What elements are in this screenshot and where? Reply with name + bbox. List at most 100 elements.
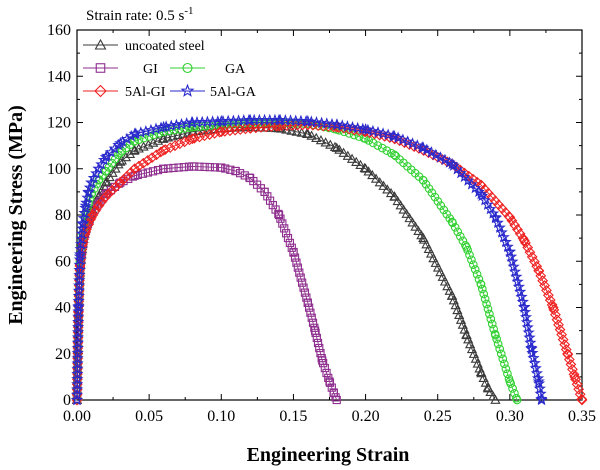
data-point — [144, 123, 158, 136]
legend-marker — [180, 83, 195, 97]
data-point — [71, 331, 85, 343]
data-point — [453, 227, 463, 237]
data-point — [209, 127, 221, 139]
data-point — [378, 180, 389, 190]
data-point — [315, 343, 324, 353]
data-point — [382, 146, 392, 155]
data-point — [151, 149, 162, 161]
data-point — [504, 211, 516, 223]
data-point — [129, 144, 140, 155]
y-tick-label: 60 — [55, 253, 71, 270]
data-point — [461, 241, 470, 250]
x-tick-label: 0.05 — [135, 408, 163, 425]
data-point — [137, 157, 149, 169]
data-point — [263, 192, 272, 201]
data-point — [174, 163, 183, 172]
data-point — [129, 163, 141, 175]
data-point — [146, 152, 158, 164]
data-point — [325, 377, 334, 386]
data-point — [92, 162, 105, 174]
data-point — [101, 190, 110, 199]
data-point — [516, 295, 529, 308]
data-point — [477, 284, 487, 294]
data-point — [406, 137, 419, 149]
data-point — [246, 173, 255, 183]
data-point — [554, 324, 566, 336]
data-point — [72, 310, 85, 323]
data-point — [265, 121, 277, 132]
data-point — [474, 274, 484, 284]
data-point — [490, 394, 501, 404]
data-point — [424, 184, 434, 193]
data-point — [461, 329, 472, 340]
data-point — [410, 221, 421, 231]
data-point — [421, 239, 432, 249]
data-point — [568, 368, 580, 380]
data-point — [562, 348, 573, 360]
data-point — [524, 246, 536, 258]
data-point — [331, 142, 342, 152]
legend-marker — [94, 84, 107, 98]
data-point — [500, 359, 509, 369]
x-tick-label: 0.15 — [279, 408, 307, 425]
data-point — [100, 191, 112, 202]
data-point — [87, 209, 99, 221]
data-point — [217, 163, 226, 172]
data-point — [139, 124, 152, 137]
data-point — [175, 117, 188, 130]
data-point — [557, 334, 569, 346]
data-point — [432, 262, 444, 272]
data-point — [71, 346, 84, 359]
y-tick-label: 0 — [63, 392, 71, 409]
legend-label: uncoated steel — [125, 39, 205, 54]
data-point — [271, 120, 282, 132]
y-tick-label: 40 — [55, 300, 71, 317]
data-point — [368, 138, 378, 148]
series-layer — [70, 113, 588, 406]
data-point — [186, 116, 199, 128]
data-point — [342, 150, 353, 160]
data-point — [268, 201, 277, 210]
data-point — [366, 124, 380, 137]
data-point — [71, 336, 84, 348]
data-point — [439, 276, 451, 286]
series-1 — [71, 121, 501, 404]
data-point — [72, 305, 85, 317]
data-point — [303, 298, 312, 307]
data-point — [526, 251, 538, 263]
data-point — [71, 372, 84, 385]
legend-label: 5Al-GA — [210, 85, 257, 100]
data-point — [215, 126, 227, 138]
y-tick-label: 80 — [55, 207, 71, 224]
data-point — [503, 369, 512, 379]
data-point — [300, 288, 310, 297]
data-point — [114, 177, 126, 189]
y-tick-label: 100 — [47, 161, 71, 178]
data-point — [522, 242, 534, 253]
data-point — [297, 278, 307, 287]
data-point — [189, 132, 200, 144]
data-point — [493, 339, 503, 349]
data-point — [299, 283, 308, 292]
y-tick-label: 160 — [47, 22, 71, 39]
data-point — [128, 172, 138, 181]
data-point — [363, 166, 374, 176]
data-point — [351, 121, 364, 134]
data-point — [468, 260, 478, 269]
data-point — [240, 123, 251, 135]
data-point — [518, 301, 531, 313]
data-point — [506, 255, 519, 267]
data-point — [235, 169, 245, 178]
data-point — [260, 121, 272, 133]
data-point — [546, 299, 558, 311]
data-point — [533, 265, 545, 276]
data-point — [359, 123, 372, 135]
data-point — [315, 135, 327, 145]
data-point — [149, 122, 163, 135]
x-tick-label: 0.20 — [352, 408, 380, 425]
data-point — [407, 217, 418, 227]
series-line — [76, 165, 338, 401]
data-point — [179, 136, 191, 148]
data-point — [560, 344, 572, 355]
